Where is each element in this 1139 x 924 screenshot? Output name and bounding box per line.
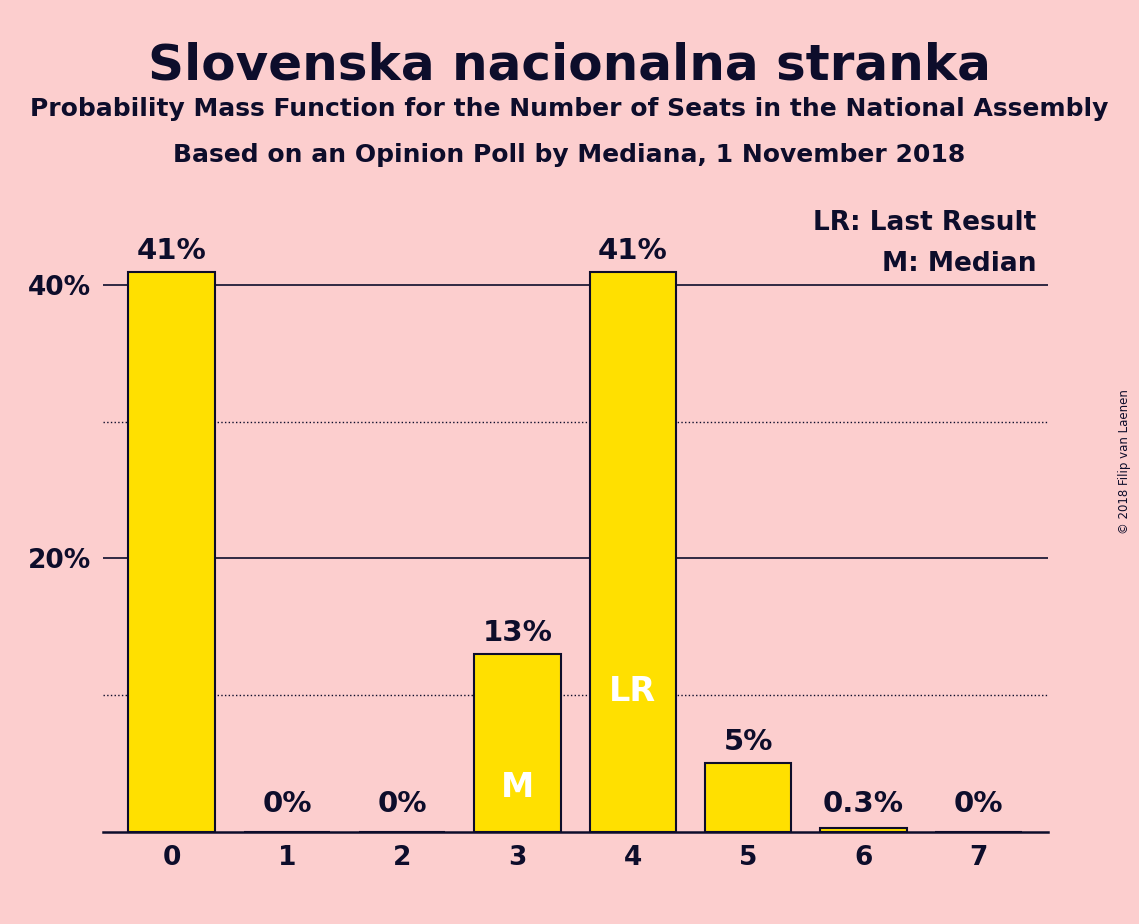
Bar: [705, 763, 792, 832]
Text: Slovenska nacionalna stranka: Slovenska nacionalna stranka: [148, 42, 991, 90]
Text: © 2018 Filip van Laenen: © 2018 Filip van Laenen: [1118, 390, 1131, 534]
Bar: [474, 654, 560, 832]
Bar: [590, 272, 677, 832]
Bar: [820, 828, 907, 832]
Text: M: M: [501, 771, 534, 804]
Text: 41%: 41%: [137, 237, 206, 265]
Text: Based on an Opinion Poll by Mediana, 1 November 2018: Based on an Opinion Poll by Mediana, 1 N…: [173, 143, 966, 167]
Text: Probability Mass Function for the Number of Seats in the National Assembly: Probability Mass Function for the Number…: [31, 97, 1108, 121]
Text: 0%: 0%: [262, 790, 312, 818]
Text: LR: Last Result: LR: Last Result: [813, 210, 1036, 237]
Text: 13%: 13%: [483, 619, 552, 647]
Text: 0.3%: 0.3%: [822, 790, 904, 818]
Text: 5%: 5%: [723, 728, 773, 757]
Text: 41%: 41%: [598, 237, 667, 265]
Bar: [129, 272, 215, 832]
Text: 0%: 0%: [377, 790, 427, 818]
Text: LR: LR: [609, 675, 656, 708]
Text: M: Median: M: Median: [882, 251, 1036, 277]
Text: 0%: 0%: [954, 790, 1003, 818]
